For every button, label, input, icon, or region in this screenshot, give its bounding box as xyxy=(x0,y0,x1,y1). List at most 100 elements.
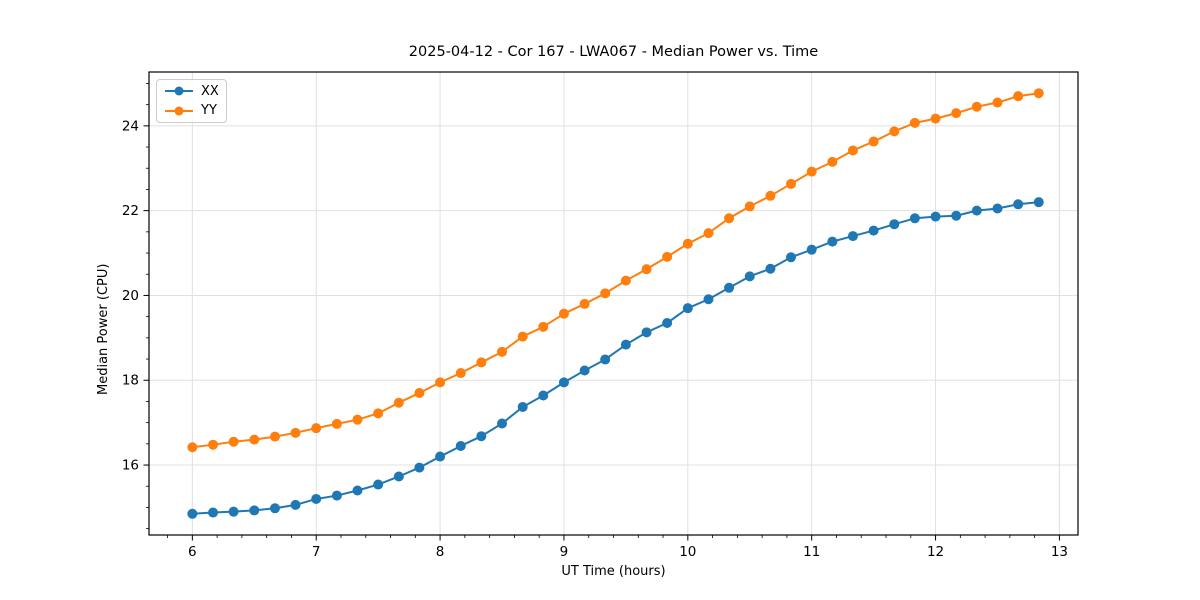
series-marker-xx xyxy=(208,507,219,518)
series-marker-yy xyxy=(373,408,384,419)
legend-label-xx: XX xyxy=(201,83,219,99)
series-marker-xx xyxy=(703,294,714,305)
series-marker-xx xyxy=(558,377,569,388)
legend-label-yy: YY xyxy=(201,103,217,119)
series-marker-xx xyxy=(290,499,301,510)
series-marker-yy xyxy=(909,117,920,128)
series-marker-xx xyxy=(971,205,982,216)
series-marker-xx xyxy=(249,505,260,516)
series-marker-yy xyxy=(579,298,590,309)
series-marker-xx xyxy=(393,471,404,482)
x-tick-label: 9 xyxy=(560,544,569,560)
series-marker-yy xyxy=(951,108,962,119)
series-marker-xx xyxy=(476,431,487,442)
y-tick-label: 24 xyxy=(122,118,139,134)
series-marker-yy xyxy=(620,275,631,286)
series-marker-xx xyxy=(269,503,280,514)
series-marker-xx xyxy=(889,219,900,230)
x-tick-label: 7 xyxy=(312,544,321,560)
series-marker-yy xyxy=(724,213,735,224)
series-marker-xx xyxy=(682,303,693,314)
series-marker-yy xyxy=(558,308,569,319)
series-marker-xx xyxy=(1013,199,1024,210)
series-marker-xx xyxy=(600,354,611,365)
series-marker-xx xyxy=(352,485,363,496)
series-marker-xx xyxy=(786,252,797,263)
y-tick-label: 16 xyxy=(122,458,139,474)
series-marker-yy xyxy=(290,427,301,438)
x-axis-label: UT Time (hours) xyxy=(561,564,666,579)
series-marker-yy xyxy=(352,414,363,425)
series-marker-yy xyxy=(517,331,528,342)
legend-item-yy: YY xyxy=(164,104,219,119)
series-marker-xx xyxy=(806,244,817,255)
series-marker-xx xyxy=(930,211,941,222)
series-marker-yy xyxy=(455,368,466,379)
series-marker-xx xyxy=(765,263,776,274)
x-tick-label: 13 xyxy=(1051,544,1068,560)
series-marker-xx xyxy=(579,365,590,376)
series-marker-yy xyxy=(538,321,549,332)
series-marker-yy xyxy=(393,397,404,408)
series-marker-yy xyxy=(847,145,858,156)
series-marker-xx xyxy=(827,236,838,247)
y-axis-label: Median Power (CPU) xyxy=(96,263,111,395)
series-marker-yy xyxy=(249,434,260,445)
series-marker-xx xyxy=(641,327,652,338)
series-marker-yy xyxy=(868,136,879,147)
plot-spines xyxy=(148,71,1079,536)
series-marker-yy xyxy=(930,113,941,124)
series-marker-yy xyxy=(331,418,342,429)
series-marker-yy xyxy=(435,377,446,388)
series-marker-yy xyxy=(806,166,817,177)
x-tick-label: 6 xyxy=(188,544,197,560)
series-marker-xx xyxy=(435,451,446,462)
series-marker-yy xyxy=(1013,91,1024,102)
series-line-xx xyxy=(192,201,1039,515)
series-marker-yy xyxy=(414,387,425,398)
series-marker-yy xyxy=(662,251,673,262)
series-marker-xx xyxy=(373,479,384,490)
series-marker-xx xyxy=(909,213,920,224)
y-tick-label: 20 xyxy=(122,288,139,304)
series-marker-yy xyxy=(641,264,652,275)
x-tick-label: 11 xyxy=(803,544,820,560)
series-line-yy xyxy=(192,92,1039,449)
series-marker-yy xyxy=(889,126,900,137)
chart-title: 2025-04-12 - Cor 167 - LWA067 - Median P… xyxy=(408,44,819,60)
y-tick-label: 18 xyxy=(122,373,139,389)
series-marker-xx xyxy=(744,271,755,282)
series-marker-yy xyxy=(497,346,508,357)
series-marker-yy xyxy=(682,238,693,249)
series-marker-yy xyxy=(228,436,239,447)
series-marker-yy xyxy=(600,288,611,299)
series-marker-xx xyxy=(538,390,549,401)
x-tick-label: 10 xyxy=(679,544,696,560)
series-marker-yy xyxy=(703,228,714,239)
series-marker-yy xyxy=(1033,88,1044,99)
series-marker-xx xyxy=(311,493,322,504)
x-tick-label: 12 xyxy=(927,544,944,560)
series-marker-xx xyxy=(331,490,342,501)
series-marker-xx xyxy=(620,339,631,350)
series-marker-xx xyxy=(662,318,673,329)
series-marker-yy xyxy=(208,439,219,450)
series-marker-xx xyxy=(187,508,198,519)
series-marker-yy xyxy=(476,357,487,368)
series-marker-xx xyxy=(1033,197,1044,208)
series-marker-yy xyxy=(786,178,797,189)
series-marker-yy xyxy=(744,201,755,212)
series-marker-xx xyxy=(455,440,466,451)
series-marker-yy xyxy=(187,442,198,453)
series-marker-xx xyxy=(517,401,528,412)
series-marker-xx xyxy=(228,506,239,517)
series-marker-yy xyxy=(827,156,838,167)
series-marker-xx xyxy=(847,231,858,242)
series-marker-yy xyxy=(269,431,280,442)
series-marker-xx xyxy=(951,210,962,221)
series-marker-xx xyxy=(497,418,508,429)
series-marker-yy xyxy=(765,190,776,201)
series-marker-xx xyxy=(992,203,1003,214)
